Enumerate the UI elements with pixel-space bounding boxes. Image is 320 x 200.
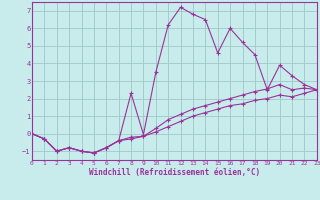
X-axis label: Windchill (Refroidissement éolien,°C): Windchill (Refroidissement éolien,°C) [89,168,260,177]
